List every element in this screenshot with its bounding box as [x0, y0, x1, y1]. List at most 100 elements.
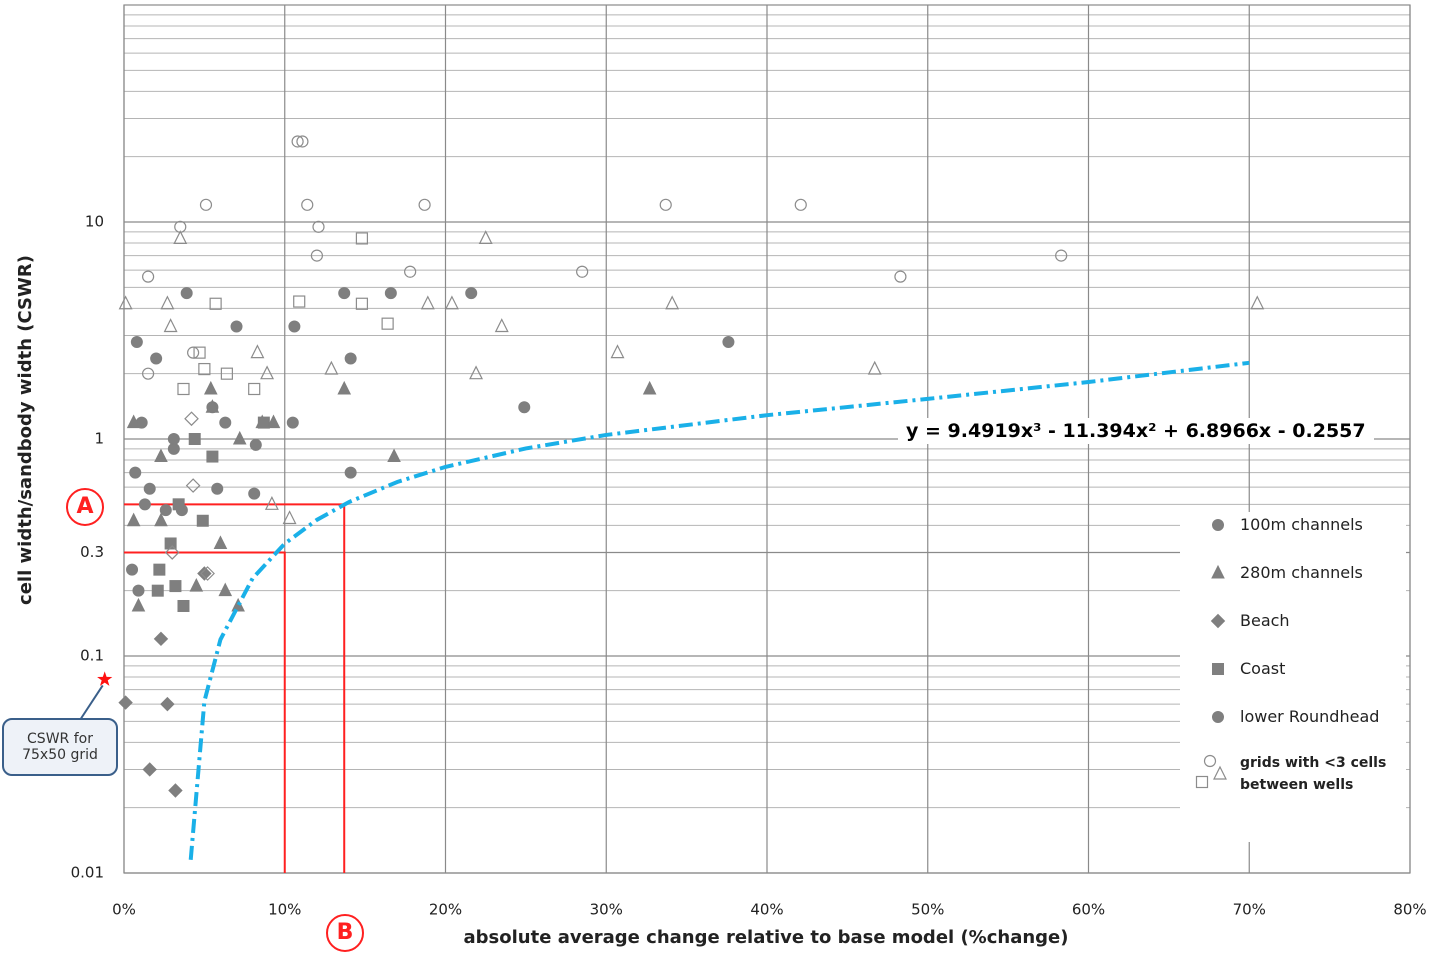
x-tick-label: 40% — [750, 901, 783, 919]
marker — [154, 512, 168, 527]
marker — [219, 416, 232, 429]
marker — [126, 563, 139, 576]
marker — [164, 537, 177, 550]
marker — [200, 566, 215, 581]
marker — [465, 287, 478, 300]
marker — [129, 466, 142, 479]
marker — [1212, 663, 1224, 675]
marker — [172, 498, 185, 511]
legend-marker — [1195, 754, 1227, 789]
marker — [173, 230, 188, 245]
marker — [196, 514, 209, 527]
marker — [126, 512, 141, 527]
legend-label: grids with <3 cells between wells — [1240, 755, 1387, 793]
x-tick-label: 70% — [1233, 901, 1266, 919]
marker — [257, 416, 270, 429]
marker — [189, 577, 204, 592]
marker — [177, 599, 190, 612]
marker — [168, 783, 183, 798]
marker — [230, 320, 243, 333]
annotation-label: A — [66, 488, 104, 526]
y-tick-label: 0.3 — [80, 543, 104, 561]
x-tick-label: 30% — [590, 901, 623, 919]
marker — [130, 335, 143, 348]
legend-label: 280m channels — [1240, 563, 1363, 582]
marker — [118, 695, 133, 710]
marker — [384, 287, 397, 300]
marker — [118, 295, 133, 310]
marker — [248, 382, 261, 396]
marker — [163, 318, 178, 333]
x-tick-label: 50% — [911, 901, 944, 919]
marker — [355, 297, 369, 310]
marker — [193, 346, 206, 359]
marker — [610, 344, 625, 359]
marker — [1250, 295, 1265, 310]
callout-pointer — [79, 684, 104, 721]
y-tick-label: 1 — [94, 430, 104, 448]
marker — [344, 466, 357, 479]
marker — [867, 360, 882, 375]
marker — [154, 448, 168, 463]
legend-label: lower Roundhead — [1240, 707, 1380, 726]
marker — [282, 510, 297, 525]
marker — [469, 365, 484, 380]
marker — [142, 367, 155, 380]
y-tick-label: 10 — [85, 213, 104, 231]
legend-marker — [1212, 711, 1224, 723]
marker — [355, 232, 369, 245]
trendline — [188, 360, 1250, 861]
marker — [169, 580, 182, 593]
marker — [387, 448, 401, 463]
marker — [312, 220, 325, 233]
guide-line — [124, 551, 286, 873]
marker — [665, 295, 680, 310]
legend-label: 100m channels — [1240, 515, 1363, 534]
marker — [404, 265, 417, 278]
marker — [198, 362, 211, 376]
marker — [291, 135, 304, 148]
marker — [185, 478, 201, 493]
marker — [444, 295, 459, 310]
marker — [1203, 754, 1217, 768]
legend-marker — [1212, 519, 1224, 531]
legend: 100m channels 280m channels Beach Coast lowe… — [1180, 512, 1406, 842]
marker — [260, 365, 275, 380]
legend-label: Coast — [1240, 659, 1286, 678]
marker — [722, 335, 735, 348]
marker — [209, 297, 222, 310]
trendline-equation: y = 9.4919x³ - 11.394x² + 6.8966x - 0.25… — [898, 418, 1374, 444]
marker — [164, 545, 180, 560]
marker — [1212, 519, 1224, 531]
marker — [494, 318, 509, 333]
marker — [518, 401, 531, 414]
marker — [286, 416, 299, 429]
x-tick-label: 10% — [268, 901, 301, 919]
marker — [167, 433, 180, 445]
marker — [293, 295, 306, 308]
marker — [344, 352, 357, 365]
legend-marker — [1212, 663, 1224, 675]
marker — [266, 414, 281, 429]
legend-marker — [1211, 564, 1225, 579]
marker — [1055, 249, 1068, 262]
marker — [338, 287, 351, 300]
reference-star — [97, 671, 113, 686]
marker — [231, 597, 245, 612]
marker — [218, 582, 233, 597]
marker — [1212, 711, 1224, 723]
marker — [1195, 775, 1209, 789]
legend-entry: Beach — [1180, 608, 1406, 652]
marker — [142, 762, 157, 777]
legend-entry: 100m channels — [1180, 512, 1406, 556]
x-tick-label: 80% — [1393, 901, 1426, 919]
x-tick-label: 60% — [1072, 901, 1105, 919]
marker — [206, 450, 219, 463]
marker — [232, 430, 247, 445]
x-axis-title: absolute average change relative to base… — [464, 927, 1069, 948]
marker — [301, 198, 314, 211]
legend-entry: Coast — [1180, 656, 1406, 700]
marker — [180, 287, 193, 300]
marker — [220, 367, 233, 380]
